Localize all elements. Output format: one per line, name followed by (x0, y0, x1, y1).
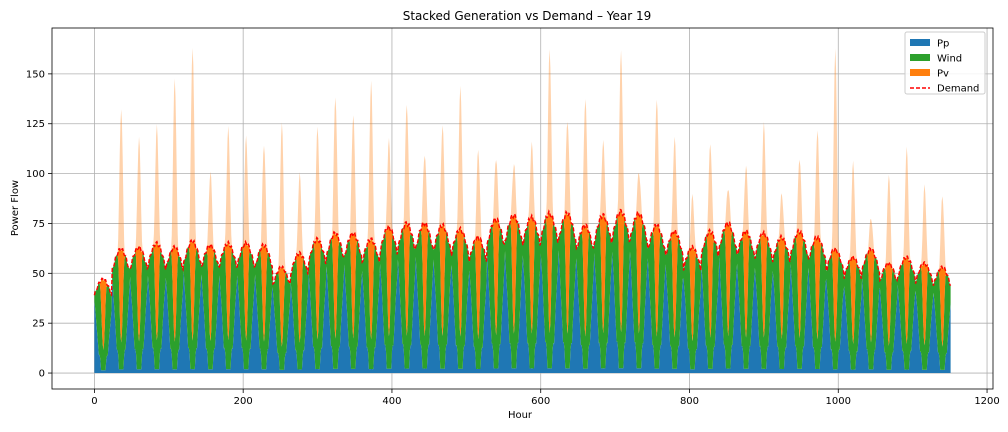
x-tick-label: 600 (531, 396, 550, 407)
y-tick-label: 75 (32, 219, 45, 230)
y-tick-label: 50 (32, 269, 45, 280)
legend: Pp Wind Pv Demand (904, 31, 986, 95)
y-axis-title: Power Flow (10, 180, 21, 236)
demand-line (93, 208, 952, 297)
pv-surplus-area (94, 47, 951, 350)
x-axis-title: Hour (508, 410, 533, 421)
y-tick-label: 125 (26, 119, 45, 130)
y-tick-label: 0 (39, 369, 45, 380)
legend-box (904, 31, 986, 95)
legend-swatch-wind (910, 54, 930, 61)
x-tick-label: 0 (91, 396, 97, 407)
legend-swatch-pp (910, 39, 930, 46)
y-tick-label: 25 (32, 319, 45, 330)
pp-area (94, 250, 951, 374)
x-axis: 0 200 400 600 800 1000 1200 (91, 389, 1000, 407)
x-tick-label: 400 (382, 396, 401, 407)
legend-label-wind: Wind (937, 54, 962, 65)
legend-label-pp: Pp (937, 39, 949, 50)
chart-title: Stacked Generation vs Demand – Year 19 (403, 9, 652, 23)
x-tick-label: 200 (234, 396, 253, 407)
x-tick-label: 800 (680, 396, 699, 407)
y-tick-label: 100 (26, 169, 45, 180)
x-tick-label: 1200 (974, 396, 999, 407)
y-axis: 0 25 50 75 100 125 150 (26, 69, 52, 380)
x-tick-label: 1000 (826, 396, 851, 407)
demand-line-group (93, 208, 952, 297)
legend-label-pv: Pv (937, 69, 949, 80)
y-tick-label: 150 (26, 69, 45, 80)
legend-label-demand: Demand (937, 84, 979, 95)
legend-swatch-pv (910, 69, 930, 76)
plot-frame (51, 27, 994, 390)
pv-area (94, 209, 951, 350)
